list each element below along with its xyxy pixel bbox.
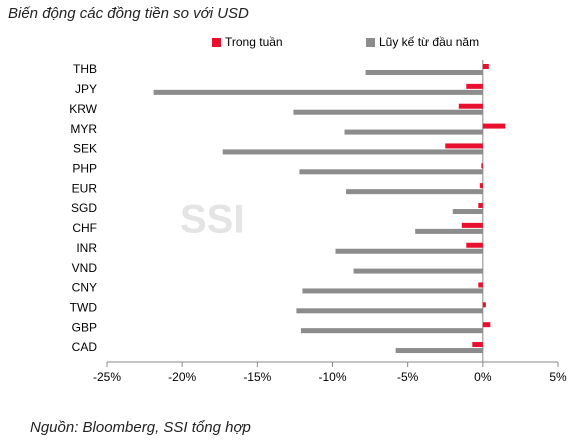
bar bbox=[302, 288, 483, 294]
y-tick-label: MYR bbox=[70, 122, 97, 136]
bar bbox=[299, 169, 483, 175]
bar bbox=[472, 342, 483, 348]
bar bbox=[482, 64, 489, 69]
bar bbox=[300, 328, 483, 334]
bar bbox=[478, 282, 483, 288]
bar bbox=[482, 302, 486, 308]
y-tick-label: PHP bbox=[72, 161, 97, 175]
y-tick-label: CHF bbox=[72, 221, 97, 235]
x-tick-label: 0% bbox=[474, 370, 492, 384]
x-tick-label: 5% bbox=[549, 370, 567, 384]
bar bbox=[466, 83, 483, 89]
bar bbox=[415, 228, 483, 234]
bar bbox=[353, 268, 483, 274]
y-tick-label: SEK bbox=[73, 142, 97, 156]
y-tick-label: EUR bbox=[72, 181, 98, 195]
y-tick-label: JPY bbox=[75, 82, 97, 96]
bar bbox=[335, 248, 483, 254]
y-tick-label: GBP bbox=[72, 320, 97, 334]
bar bbox=[458, 103, 483, 109]
legend-swatch bbox=[212, 38, 221, 47]
legend-label: Lũy kế từ đầu năm bbox=[379, 35, 479, 49]
legend-label: Trong tuần bbox=[225, 35, 283, 49]
x-tick-label: -5% bbox=[397, 370, 419, 384]
bar bbox=[346, 189, 483, 195]
chart-title: Biến động các đồng tiền so với USD bbox=[8, 5, 249, 22]
bar bbox=[461, 222, 483, 228]
source: Nguồn: Bloomberg, SSI tổng hợp bbox=[30, 419, 251, 436]
bar bbox=[482, 322, 491, 328]
y-tick-label: CAD bbox=[72, 340, 98, 354]
bar bbox=[466, 242, 483, 248]
bar bbox=[153, 89, 483, 95]
y-tick-label: VND bbox=[72, 261, 98, 275]
bar bbox=[482, 123, 506, 129]
bar bbox=[344, 129, 483, 135]
bar bbox=[395, 348, 483, 354]
bar bbox=[222, 149, 483, 155]
y-tick-label: SGD bbox=[71, 201, 97, 215]
bar bbox=[296, 308, 483, 314]
x-tick-label: -25% bbox=[93, 370, 121, 384]
x-tick-label: -20% bbox=[168, 370, 196, 384]
bar bbox=[452, 209, 483, 215]
legend-swatch bbox=[366, 38, 375, 47]
y-tick-label: INR bbox=[76, 241, 97, 255]
y-tick-label: CNY bbox=[72, 281, 97, 295]
watermark: SSI bbox=[180, 198, 244, 242]
bar bbox=[481, 163, 483, 169]
y-tick-label: KRW bbox=[69, 102, 97, 116]
y-tick-label: TWD bbox=[70, 300, 98, 314]
y-tick-label: THB bbox=[73, 62, 97, 76]
bar bbox=[293, 109, 483, 115]
x-tick-label: -15% bbox=[243, 370, 271, 384]
bar bbox=[479, 183, 483, 189]
bar bbox=[365, 70, 483, 75]
x-tick-label: -10% bbox=[318, 370, 346, 384]
bar bbox=[445, 143, 483, 149]
bar bbox=[478, 203, 483, 209]
